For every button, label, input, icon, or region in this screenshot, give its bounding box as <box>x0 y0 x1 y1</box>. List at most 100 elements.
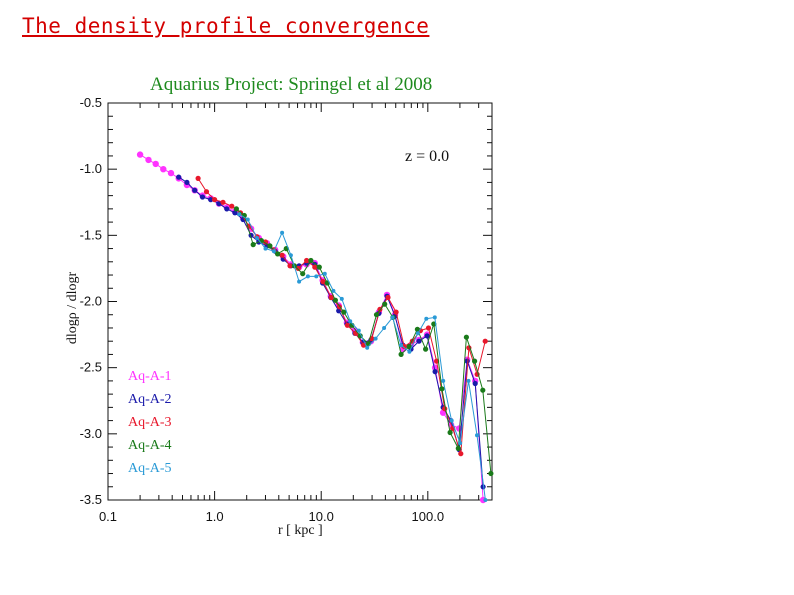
data-point-aq-a-3 <box>312 264 318 270</box>
y-tick-label: -0.5 <box>80 95 102 110</box>
data-point-aq-a-3 <box>229 203 235 209</box>
data-point-aq-a-4 <box>414 326 420 332</box>
series-line-aq-a-5 <box>238 213 486 501</box>
data-point-aq-a-4 <box>300 271 306 277</box>
data-point-aq-a-5 <box>237 212 242 217</box>
x-tick-label: 1.0 <box>206 509 224 524</box>
data-point-aq-a-3 <box>482 338 488 344</box>
data-point-aq-a-3 <box>279 252 285 258</box>
legend: Aq-A-1 Aq-A-2 Aq-A-3 Aq-A-4 Aq-A-5 <box>128 365 172 480</box>
data-point-aq-a-3 <box>320 279 326 285</box>
data-point-aq-a-4 <box>488 470 494 477</box>
legend-entry-aq-a-1: Aq-A-1 <box>128 369 172 384</box>
legend-entry-aq-a-4: Aq-A-4 <box>128 438 172 453</box>
data-point-aq-a-3 <box>344 322 350 328</box>
legend-entry-aq-a-2: Aq-A-2 <box>128 392 172 407</box>
data-point-aq-a-4 <box>398 351 404 357</box>
x-axis-label: r [ kpc ] <box>278 523 323 538</box>
data-point-aq-a-1 <box>152 160 159 168</box>
data-point-aq-a-3 <box>442 406 448 412</box>
data-point-aq-a-2 <box>216 201 222 207</box>
data-point-aq-a-5 <box>271 249 276 254</box>
x-tick-label: 100.0 <box>412 509 445 524</box>
data-point-aq-a-2 <box>199 194 206 200</box>
y-tick-label: -3.0 <box>80 426 102 441</box>
data-point-aq-a-2 <box>192 187 198 193</box>
data-point-aq-a-3 <box>425 325 432 331</box>
data-point-aq-a-4 <box>373 312 380 318</box>
data-point-aq-a-3 <box>195 175 201 181</box>
data-point-aq-a-3 <box>220 199 226 205</box>
data-point-aq-a-5 <box>348 319 353 324</box>
data-point-aq-a-2 <box>432 369 438 375</box>
data-point-aq-a-5 <box>314 274 319 279</box>
data-point-aq-a-4 <box>439 386 445 392</box>
data-point-aq-a-5 <box>449 418 454 423</box>
data-point-aq-a-4 <box>423 346 429 352</box>
slide-title: The density profile convergence <box>22 14 430 38</box>
data-point-aq-a-5 <box>365 345 370 350</box>
data-point-aq-a-1 <box>136 151 144 158</box>
data-point-aq-a-4 <box>447 429 453 436</box>
data-point-aq-a-2 <box>176 174 182 180</box>
series-line-aq-a-1 <box>139 154 484 501</box>
data-point-aq-a-3 <box>458 451 464 457</box>
chart-title: Aquarius Project: Springel et al 2008 <box>150 74 433 95</box>
legend-entry-aq-a-5: Aq-A-5 <box>128 461 172 476</box>
data-point-aq-a-4 <box>250 242 256 248</box>
data-point-aq-a-5 <box>483 498 488 502</box>
data-point-aq-a-5 <box>245 217 250 222</box>
data-point-aq-a-2 <box>480 484 486 490</box>
data-point-aq-a-5 <box>415 331 420 336</box>
data-point-aq-a-5 <box>382 326 387 330</box>
data-point-aq-a-5 <box>441 378 446 383</box>
data-point-aq-a-5 <box>297 279 302 284</box>
data-point-aq-a-4 <box>455 445 461 451</box>
legend-entry-aq-a-3: Aq-A-3 <box>128 415 172 430</box>
data-point-aq-a-2 <box>472 380 478 387</box>
data-point-aq-a-2 <box>336 308 342 314</box>
data-point-aq-a-4 <box>463 334 469 340</box>
x-tick-label: 10.0 <box>309 509 334 524</box>
data-point-aq-a-5 <box>322 271 327 276</box>
data-point-aq-a-3 <box>203 189 210 195</box>
data-point-aq-a-4 <box>316 264 322 270</box>
data-point-aq-a-5 <box>399 343 403 348</box>
data-point-aq-a-3 <box>295 265 301 271</box>
data-point-aq-a-4 <box>406 343 412 350</box>
data-point-aq-a-1 <box>160 166 167 173</box>
data-point-aq-a-2 <box>208 197 214 203</box>
data-point-aq-a-4 <box>275 251 281 257</box>
data-point-aq-a-4 <box>341 309 347 315</box>
y-tick-label: -2.0 <box>80 294 102 309</box>
data-point-aq-a-2 <box>464 358 470 364</box>
data-point-aq-a-5 <box>356 328 361 333</box>
data-point-aq-a-2 <box>224 206 230 212</box>
data-point-aq-a-5 <box>373 336 378 341</box>
series-line-aq-a-3 <box>197 178 486 454</box>
y-tick-label: -3.5 <box>80 492 102 507</box>
redshift-annotation: z = 0.0 <box>405 148 450 165</box>
data-point-aq-a-5 <box>305 274 310 279</box>
plot-frame <box>107 102 493 501</box>
y-tick-label: -2.5 <box>80 360 102 375</box>
data-point-aq-a-3 <box>385 294 391 301</box>
data-point-aq-a-4 <box>382 301 388 307</box>
data-point-aq-a-4 <box>233 206 239 212</box>
data-point-aq-a-5 <box>280 230 285 235</box>
data-point-aq-a-1 <box>167 169 175 177</box>
data-point-aq-a-5 <box>390 315 395 320</box>
data-point-aq-a-3 <box>304 257 310 264</box>
data-point-aq-a-2 <box>416 338 422 344</box>
data-point-aq-a-5 <box>458 441 463 446</box>
data-point-aq-a-5 <box>255 236 259 240</box>
data-point-aq-a-5 <box>424 316 429 321</box>
data-point-aq-a-5 <box>263 246 268 251</box>
data-point-aq-a-3 <box>212 197 218 203</box>
data-point-aq-a-5 <box>331 288 336 293</box>
y-tick-label: -1.0 <box>80 161 102 176</box>
series-line-aq-a-2 <box>178 176 484 487</box>
data-point-aq-a-4 <box>308 257 314 264</box>
data-point-aq-a-5 <box>466 378 471 383</box>
